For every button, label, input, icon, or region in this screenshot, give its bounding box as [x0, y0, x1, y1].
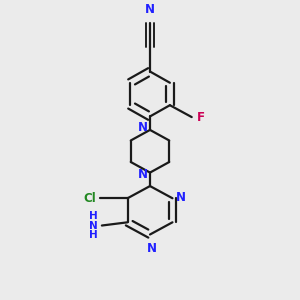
- Text: N: N: [147, 242, 157, 255]
- Text: N: N: [137, 168, 147, 181]
- Text: N: N: [145, 3, 155, 16]
- Text: H
N
H: H N H: [89, 211, 98, 240]
- Text: F: F: [196, 111, 205, 124]
- Text: Cl: Cl: [84, 192, 96, 205]
- Text: N: N: [137, 122, 147, 134]
- Text: N: N: [176, 191, 186, 204]
